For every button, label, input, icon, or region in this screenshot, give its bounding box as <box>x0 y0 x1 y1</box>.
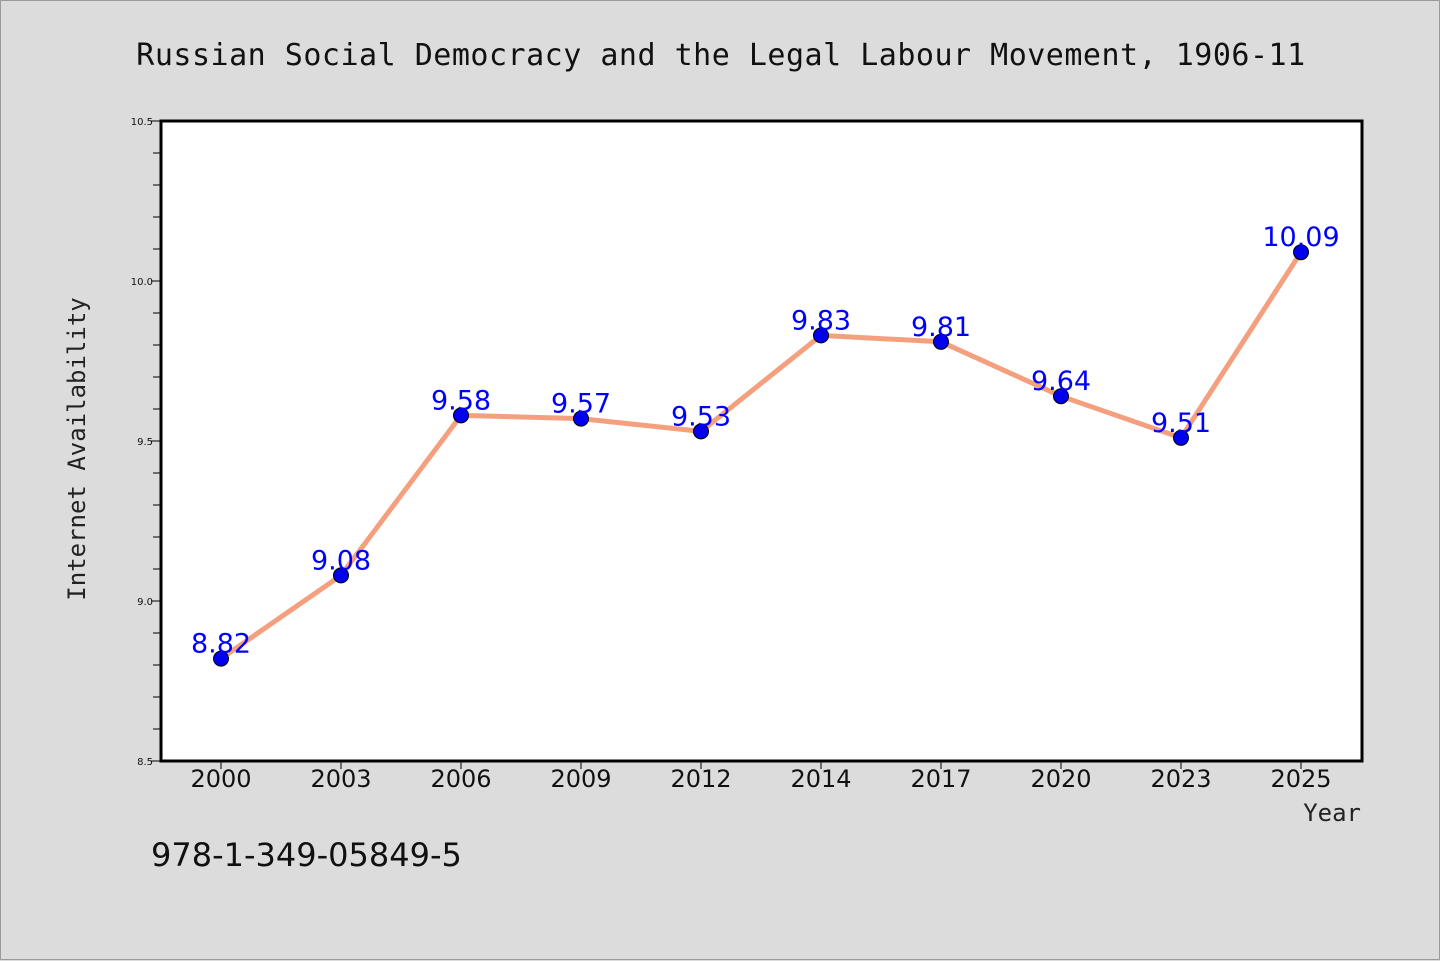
data-point <box>573 410 589 427</box>
data-label: 9.58 <box>431 385 491 416</box>
data-label: 9.81 <box>911 312 971 343</box>
y-axis-ticks: 8.5 9.0 9.5 10.0 10.5 <box>131 117 161 768</box>
data-label: 9.51 <box>1151 408 1211 439</box>
x-tick-label: 2006 <box>430 765 491 793</box>
x-tick-label: 2025 <box>1270 765 1331 793</box>
x-tick-label: 2009 <box>550 765 611 793</box>
data-point <box>333 567 349 584</box>
y-axis-label: Internet Availability <box>63 297 91 600</box>
x-tick-label: 2014 <box>790 765 851 793</box>
y-tick-label: 10.0 <box>131 277 153 288</box>
x-tick-label: 2023 <box>1150 765 1211 793</box>
data-markers <box>213 244 1309 667</box>
data-label: 9.64 <box>1031 366 1091 397</box>
data-label: 9.57 <box>551 389 611 420</box>
y-tick-label: 8.5 <box>137 757 153 768</box>
data-label: 8.82 <box>191 629 251 660</box>
isbn-text: 978-1-349-05849-5 <box>151 836 462 874</box>
data-label: 9.08 <box>311 545 371 576</box>
data-point <box>813 327 829 344</box>
plot-area <box>159 119 1364 763</box>
data-point <box>1053 388 1069 405</box>
data-label: 10.09 <box>1262 222 1339 253</box>
chart-title: Russian Social Democracy and the Legal L… <box>136 38 1305 73</box>
y-tick-label: 9.0 <box>137 597 153 608</box>
data-point <box>1293 244 1309 261</box>
x-axis-ticks: 2000 2003 2006 2009 2012 2014 2017 2020 2023 2025 <box>190 761 1332 793</box>
data-label: 9.53 <box>671 401 731 432</box>
x-tick-label: 2012 <box>670 765 731 793</box>
data-label: 9.83 <box>791 305 851 336</box>
x-tick-label: 2020 <box>1030 765 1091 793</box>
data-point <box>1173 429 1189 446</box>
series-line <box>219 250 1304 661</box>
data-point <box>453 407 469 424</box>
data-labels: 8.82 9.08 9.58 9.57 9.53 9.83 9.81 9.64 9.51 10.0… <box>191 222 1340 659</box>
x-tick-label: 2000 <box>190 765 251 793</box>
y-tick-label: 10.5 <box>131 117 153 128</box>
x-tick-label: 2017 <box>910 765 971 793</box>
data-point <box>213 650 229 667</box>
data-point <box>693 423 709 440</box>
x-axis-label: Year <box>1303 799 1361 827</box>
data-point <box>933 333 949 350</box>
y-tick-label: 9.5 <box>137 437 153 448</box>
x-tick-label: 2003 <box>310 765 371 793</box>
